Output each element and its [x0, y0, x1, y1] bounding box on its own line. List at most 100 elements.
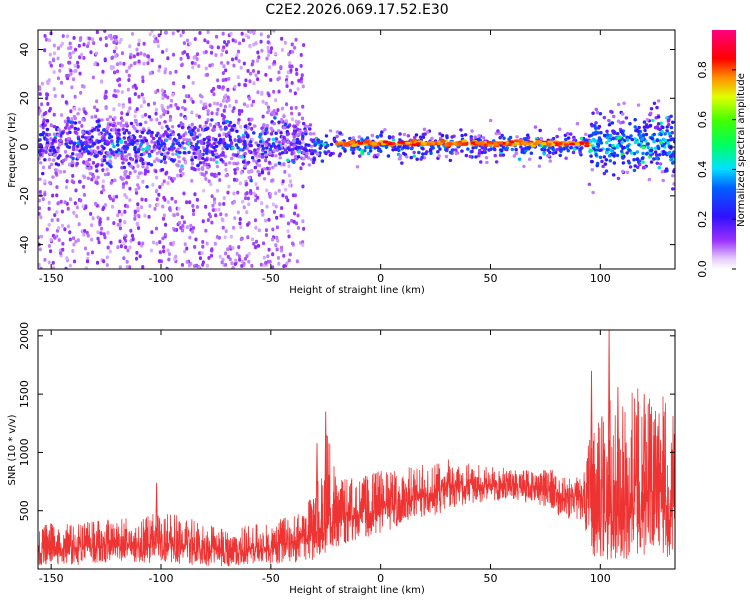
spectrogram-cell — [55, 193, 59, 198]
spectrogram-cell — [308, 132, 313, 136]
spectrogram-cell — [75, 214, 79, 218]
spectrogram-cell — [247, 175, 251, 180]
spectrogram-cell — [412, 150, 416, 155]
spectrogram-cell — [86, 44, 90, 49]
spectrogram-cell — [249, 71, 253, 76]
spectrogram-cell — [470, 149, 474, 154]
spectrogram-cell — [168, 136, 172, 140]
spectrogram-cell — [190, 110, 194, 115]
spectrogram-cell — [633, 118, 637, 122]
spectrogram-cell — [253, 148, 257, 152]
spectrogram-cell — [574, 143, 581, 146]
spectrogram-cell — [636, 129, 640, 133]
spectrogram-cell — [141, 79, 145, 83]
spectrogram-cell — [150, 139, 154, 144]
spectrogram-cell — [64, 266, 68, 269]
spectrogram-cell — [123, 193, 127, 197]
spectrogram-cell — [127, 175, 131, 179]
spectrogram-cell — [366, 151, 371, 156]
spectrogram-cell — [57, 127, 61, 132]
spectrogram-cell — [274, 191, 278, 196]
spectrogram-cell — [207, 149, 212, 153]
spectrogram-cell — [288, 64, 292, 69]
spectrogram-cell — [206, 141, 210, 145]
spectrogram-cell — [302, 226, 306, 231]
spectrogram-cell — [112, 144, 116, 149]
spectrogram-cell — [320, 159, 325, 163]
spectrogram-cell — [95, 108, 99, 113]
spectrogram-cell — [277, 129, 281, 133]
spectrogram-cell — [224, 263, 228, 267]
spectrogram-cell — [300, 73, 304, 78]
spectrogram-cell — [267, 160, 271, 165]
spectrogram-cell — [212, 128, 216, 132]
spectrogram-cell — [158, 64, 162, 69]
spectrogram-cell — [80, 229, 84, 234]
spectrogram-cell — [124, 180, 128, 185]
spectrogram-cell — [183, 99, 187, 104]
spectrogram-cell — [148, 32, 152, 37]
spectrogram-cell — [213, 174, 217, 178]
spectrogram-cell — [87, 157, 92, 162]
spectrogram-cell — [363, 140, 370, 144]
spectrogram-cell — [239, 65, 243, 70]
spectrogram-cell — [329, 142, 334, 147]
spectrogram-cell — [179, 33, 183, 38]
spectrogram-cell — [122, 182, 126, 186]
spectrogram-cell — [279, 118, 284, 122]
spectrogram-cell — [55, 185, 59, 189]
spectrogram-cell — [546, 154, 551, 158]
spectrogram-cell — [93, 105, 97, 110]
spectrogram-cell — [75, 161, 79, 166]
spectrogram-cell — [123, 150, 127, 154]
spectrogram-cell — [607, 118, 611, 123]
spectrogram-cell — [156, 44, 160, 49]
spectrogram-cell — [64, 100, 68, 105]
spectrogram-cell — [56, 148, 60, 153]
spectrogram-cell — [517, 157, 522, 161]
spectrogram-cell — [110, 139, 114, 143]
spectrogram-cell — [270, 178, 274, 183]
spectrogram-cell — [56, 76, 60, 81]
spectrogram-cell — [287, 173, 291, 178]
spectrogram-cell — [112, 49, 116, 54]
spectrogram-cell — [276, 256, 280, 260]
spectrogram-cell — [252, 81, 256, 86]
spectrogram-cell — [103, 96, 107, 100]
spectrogram-cell — [82, 149, 86, 154]
spectrogram-cell — [105, 130, 109, 134]
spectrogram-cell — [272, 30, 276, 33]
spectrogram-cell — [48, 180, 52, 185]
spectrogram-cell — [256, 143, 260, 147]
spectrogram-cell — [76, 141, 80, 145]
spectrogram-cell — [63, 227, 67, 232]
spectrogram-cell — [86, 135, 91, 139]
spectrogram-cell — [141, 265, 145, 269]
spectrogram-cell — [271, 137, 276, 142]
spectrogram-cell — [628, 122, 632, 126]
spectrogram-cell — [60, 63, 64, 68]
spectrogram-cell — [182, 84, 186, 89]
spectrogram-cell — [211, 203, 215, 208]
spectrogram-cell — [236, 75, 240, 80]
spectrogram-cell — [155, 151, 160, 155]
spectrogram-cell — [178, 150, 182, 155]
spectrogram-cell — [78, 179, 82, 184]
spectrogram-cell — [96, 62, 100, 67]
spectrogram-cell — [256, 195, 260, 200]
spectrogram-cell — [118, 239, 122, 244]
spectrogram-cell — [195, 197, 199, 202]
spectrogram-cell — [541, 142, 547, 145]
spectrogram-cell — [143, 52, 147, 57]
spectrogram-cell — [660, 130, 664, 134]
spectrogram-cell — [656, 122, 661, 126]
spectrogram-cell — [66, 116, 70, 120]
spectrogram-cell — [244, 196, 248, 201]
spectrogram-cell — [421, 135, 426, 139]
spectrogram-cell — [132, 135, 137, 140]
spectrogram-cell — [282, 135, 286, 140]
spectrogram-cell — [464, 153, 469, 158]
spectrogram-cell — [286, 158, 290, 162]
spectrogram-cell — [301, 219, 305, 224]
